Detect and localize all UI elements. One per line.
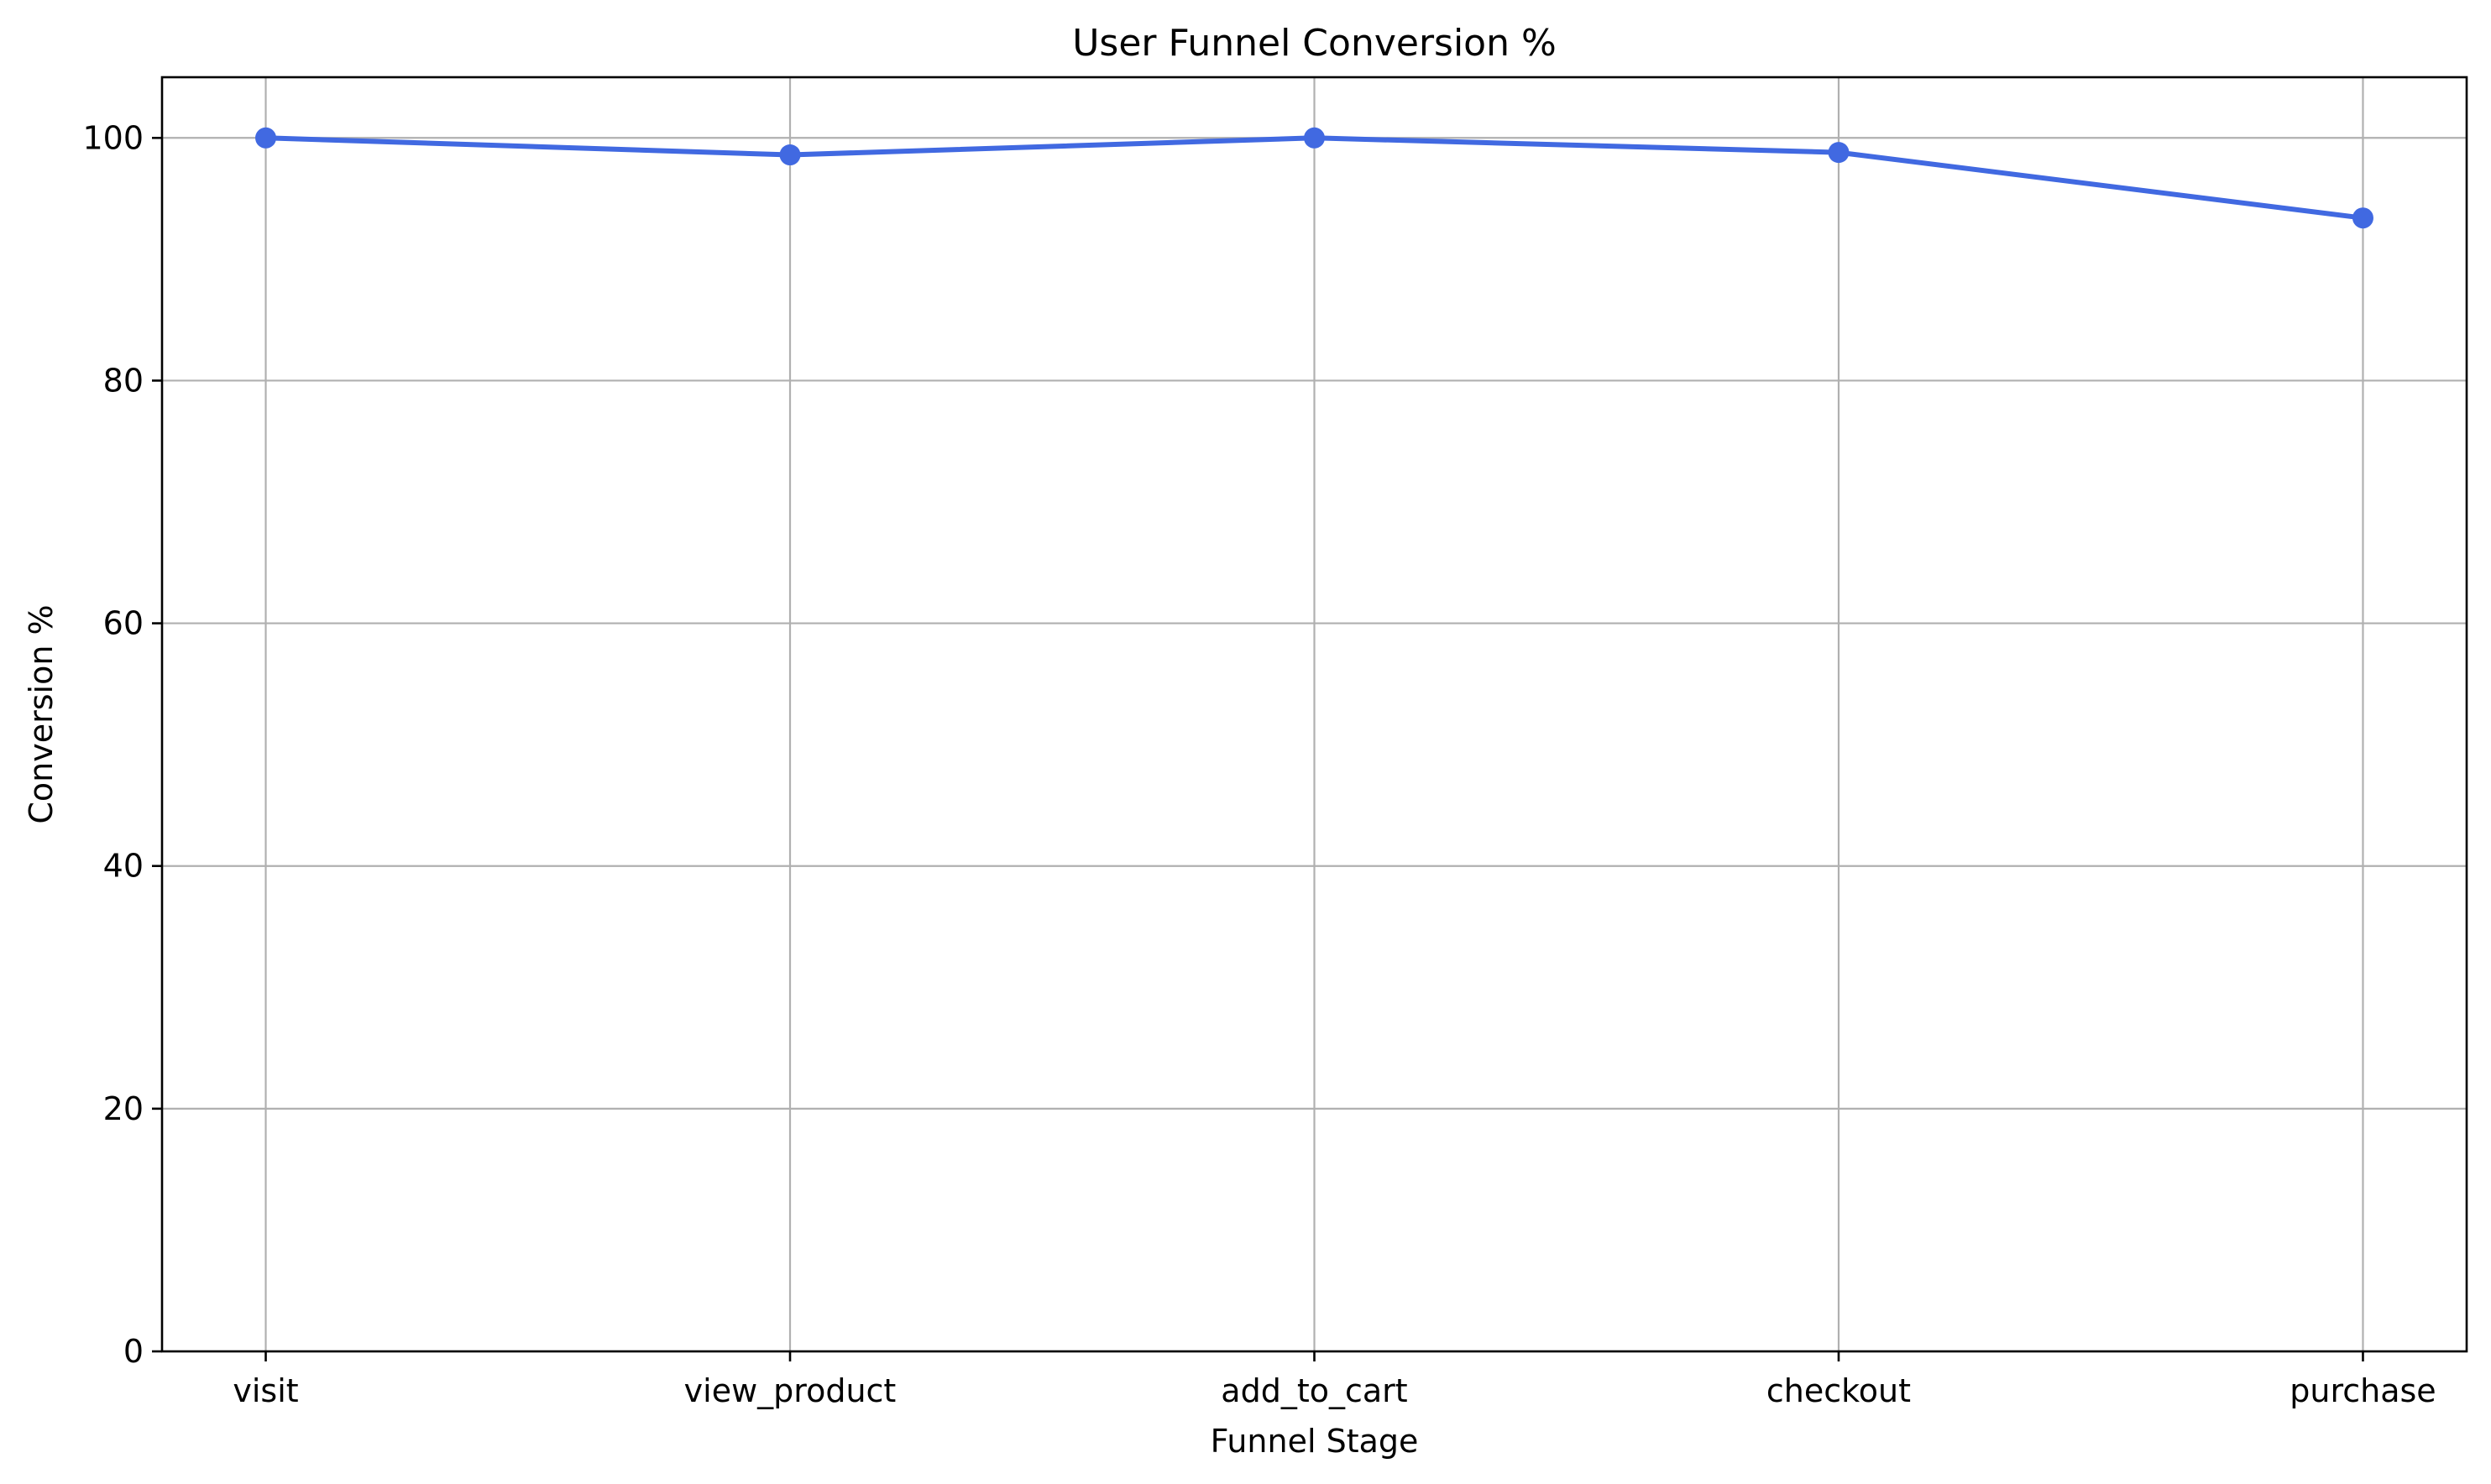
y-tick-label: 20 bbox=[103, 1090, 144, 1127]
data-point bbox=[1828, 142, 1850, 164]
x-tick-label: view_product bbox=[684, 1372, 897, 1409]
y-tick-label: 40 bbox=[103, 848, 144, 885]
data-point bbox=[779, 144, 801, 166]
y-tick-label: 0 bbox=[123, 1333, 144, 1370]
x-tick-label: purchase bbox=[2290, 1372, 2436, 1409]
data-point bbox=[255, 127, 277, 149]
data-point bbox=[1304, 127, 1325, 149]
y-tick-label: 100 bbox=[82, 119, 144, 156]
y-tick-label: 60 bbox=[103, 605, 144, 642]
x-tick-label: add_to_cart bbox=[1221, 1372, 1407, 1409]
x-tick-label: visit bbox=[233, 1372, 298, 1409]
data-point bbox=[2352, 207, 2373, 229]
ticks: 0 20 40 60 80 100 visit view_product add_to_cart… bbox=[82, 119, 2436, 1409]
x-axis-label: Funnel Stage bbox=[1211, 1423, 1419, 1460]
chart-title: User Funnel Conversion % bbox=[1072, 22, 1557, 65]
x-tick-label: checkout bbox=[1766, 1372, 1911, 1409]
y-tick-label: 80 bbox=[103, 362, 144, 399]
series-layer bbox=[255, 127, 2373, 229]
y-axis-label: Conversion % bbox=[23, 604, 60, 823]
